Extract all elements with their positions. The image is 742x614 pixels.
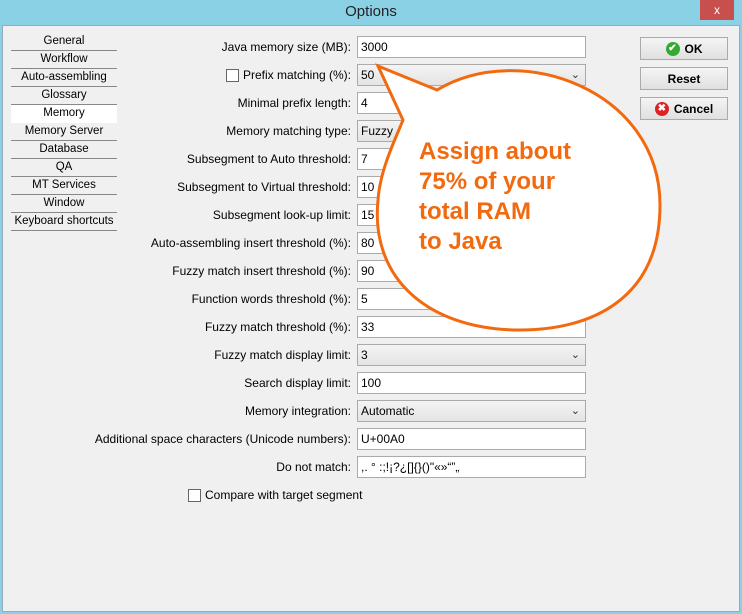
field-input[interactable]: 100 [357,372,586,394]
chevron-down-icon: ⌄ [570,405,580,417]
compare-label: Compare with target segment [205,488,363,502]
field-row: Additional space characters (Unicode num… [95,428,586,450]
window-title: Options [345,3,397,20]
compare-checkbox[interactable] [188,489,201,502]
field-dropdown[interactable]: 3 ⌄ [357,344,586,366]
title-bar: Options [0,0,742,24]
field-label: Search display limit: [244,376,351,390]
nav-item-workflow[interactable]: Workflow [11,51,117,69]
ok-button[interactable]: ✔ OK [640,37,728,60]
field-row: Search display limit: 100 [100,372,586,394]
field-label: Fuzzy match display limit: [214,348,351,362]
field-row: Java memory size (MB): 3000 [100,36,586,58]
field-label: Fuzzy match insert threshold (%): [172,264,351,278]
field-label: Do not match: [276,460,351,474]
field-label: Memory integration: [244,404,351,418]
close-button[interactable]: x [700,0,734,20]
compare-row: Compare with target segment [100,484,586,506]
field-label: Prefix matching (%): [225,68,351,82]
nav-item-memory[interactable]: Memory [11,105,117,123]
field-label: Subsegment to Virtual threshold: [177,180,351,194]
nav-item-mt-services[interactable]: MT Services [11,177,117,195]
nav-item-general[interactable]: General [11,33,117,51]
nav-item-auto-assembling[interactable]: Auto-assembling [11,69,117,87]
prefix-checkbox[interactable] [225,69,239,82]
nav-item-glossary[interactable]: Glossary [11,87,117,105]
field-label: Function words threshold (%): [191,292,351,306]
callout-text: Assign about 75% of your total RAM to Ja… [419,138,572,255]
check-icon: ✔ [665,41,680,56]
field-dropdown[interactable]: Automatic ⌄ [357,400,586,422]
field-label: Subsegment to Auto threshold: [186,152,351,166]
nav-item-memory-server[interactable]: Memory Server [11,123,117,141]
field-label: Additional space characters (Unicode num… [94,432,351,446]
field-row: Memory integration: Automatic ⌄ [100,400,586,422]
cancel-button[interactable]: ✖ Cancel [640,97,728,120]
field-label: Auto-assembling insert threshold (%): [150,236,351,250]
field-label: Subsegment look-up limit: [212,208,351,222]
field-input[interactable]: 3000 [357,36,586,58]
chevron-down-icon: ⌄ [570,349,580,361]
field-input[interactable]: U+00A0 [357,428,586,450]
field-row: Fuzzy match display limit: 3 ⌄ [100,344,586,366]
chevron-down-icon: ⌄ [570,69,580,81]
nav-item-keyboard-shortcuts[interactable]: Keyboard shortcuts [11,213,117,231]
field-label: Fuzzy match threshold (%): [204,320,351,334]
field-label: Memory matching type: [226,124,351,138]
category-list: General Workflow Auto-assembling Glossary Me… [11,33,117,231]
field-label: Java memory size (MB): [221,40,351,54]
cancel-icon: ✖ [654,101,669,116]
reset-button[interactable]: Reset [640,67,728,90]
nav-item-window[interactable]: Window [11,195,117,213]
field-row: Do not match: ,. ° :;!¡?¿[]{}()"«»“”„ [100,456,586,478]
field-input[interactable]: ,. ° :;!¡?¿[]{}()"«»“”„ [357,456,586,478]
field-label: Minimal prefix length: [237,96,351,110]
nav-item-qa[interactable]: QA [11,159,117,177]
nav-item-database[interactable]: Database [11,141,117,159]
